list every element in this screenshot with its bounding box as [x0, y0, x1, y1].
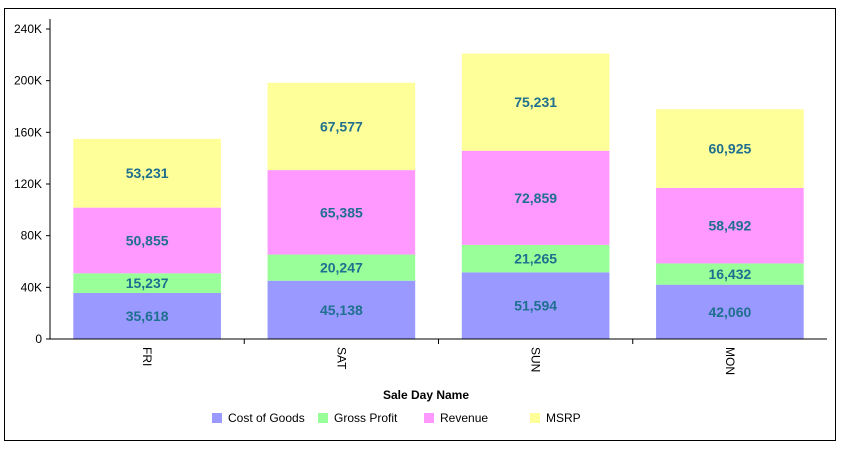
x-tick-label-sat: SAT [334, 347, 348, 370]
data-label: 67,577 [320, 118, 363, 134]
data-label: 16,432 [708, 266, 751, 282]
y-tick-label: 40K [21, 280, 42, 294]
axes-layer: 0 40K 80K 120K 160K 200K 240K FRI SAT SUN MON [14, 19, 827, 375]
legend-swatch-gross-profit [318, 413, 328, 423]
data-label: 65,385 [320, 204, 363, 220]
data-label: 15,237 [126, 275, 169, 291]
bar-msrp-sat [267, 82, 416, 171]
legend: Cost of Goods Gross Profit Revenue MSRP [212, 411, 581, 425]
bar-msrp-fri [73, 138, 221, 208]
legend-label-cost-of-goods: Cost of Goods [228, 411, 305, 425]
data-label: 42,060 [708, 304, 751, 320]
bars-layer [73, 53, 804, 339]
data-label: 58,492 [708, 218, 751, 234]
x-tick-label-mon: MON [723, 347, 737, 375]
bar-cost-of-goods-sun [461, 272, 610, 339]
y-tick-label: 80K [21, 229, 42, 243]
data-label: 53,231 [126, 165, 169, 181]
legend-swatch-msrp [530, 413, 540, 423]
data-label: 35,618 [126, 308, 169, 324]
y-tick-label: 160K [14, 125, 42, 139]
data-label: 20,247 [320, 260, 363, 276]
legend-swatch-revenue [424, 413, 434, 423]
legend-label-revenue: Revenue [440, 411, 488, 425]
legend-label-msrp: MSRP [546, 411, 581, 425]
bar-gross-profit-mon [656, 263, 804, 285]
data-label: 51,594 [514, 298, 557, 314]
bar-msrp-mon [656, 109, 804, 188]
y-tick-label: 120K [14, 177, 42, 191]
x-tick-label-sun: SUN [529, 347, 543, 372]
bar-cost-of-goods-fri [73, 292, 221, 339]
bar-msrp-sun [461, 53, 610, 151]
y-tick-label: 200K [14, 74, 42, 88]
legend-label-gross-profit: Gross Profit [334, 411, 398, 425]
bar-revenue-sun [461, 150, 610, 245]
data-label: 60,925 [708, 141, 751, 157]
data-labels-layer: 35,618 15,237 50,855 53,231 45,138 20,247 65,3… [126, 94, 752, 324]
bar-gross-profit-fri [73, 273, 221, 293]
data-label: 45,138 [320, 302, 363, 318]
legend-swatch-cost-of-goods [212, 413, 222, 423]
bar-revenue-mon [656, 187, 804, 264]
x-axis-title: Sale Day Name [383, 388, 469, 402]
bar-revenue-sat [267, 170, 416, 255]
bar-revenue-fri [73, 207, 221, 274]
data-label: 75,231 [514, 94, 557, 110]
y-tick-label: 0 [35, 332, 42, 346]
x-tick-label-fri: FRI [140, 347, 154, 366]
bar-cost-of-goods-mon [656, 284, 804, 339]
data-label: 72,859 [514, 190, 557, 206]
y-tick-label: 240K [14, 22, 42, 36]
bar-gross-profit-sat [267, 254, 416, 281]
data-label: 21,265 [514, 251, 557, 267]
bar-cost-of-goods-sat [267, 280, 416, 339]
bar-gross-profit-sun [461, 244, 610, 273]
data-label: 50,855 [126, 232, 169, 248]
